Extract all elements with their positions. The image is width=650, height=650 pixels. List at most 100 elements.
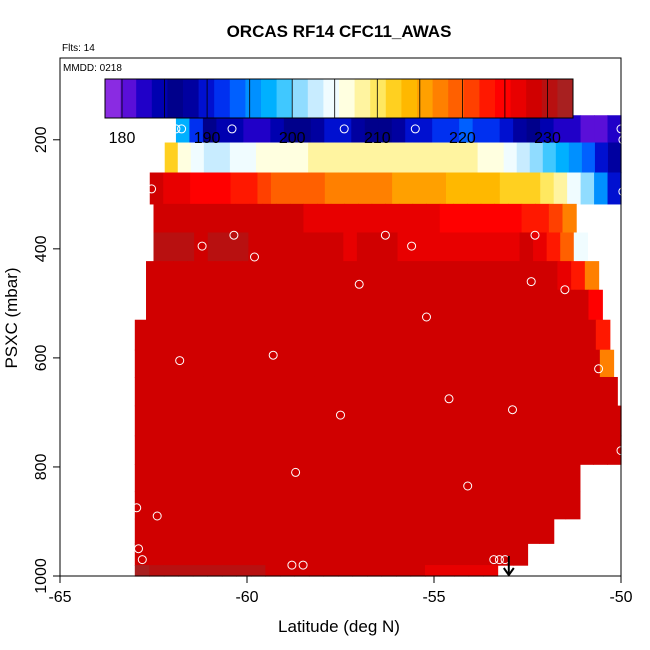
heatmap-cell [245,435,261,465]
heatmap-cell [396,565,412,577]
heatmap-cell [316,232,331,262]
x-tick-label: -65 [48,589,71,606]
heatmap-cell [275,543,290,566]
colorbar-segment [261,79,278,118]
heatmap-cell [269,142,283,174]
heatmap-cell [603,376,618,407]
heatmap-cell [477,289,493,321]
heatmap-cell [274,319,290,351]
heatmap-cell [524,518,540,544]
heatmap-cell [220,464,236,493]
heatmap-cell [270,289,285,321]
heatmap-cell [350,464,366,493]
heatmap-cell [407,464,423,493]
heatmap-cell [426,405,442,437]
heatmap-cell [495,435,511,465]
heatmap-cell [555,142,570,174]
heatmap-cell [189,349,204,378]
heatmap-cell [426,435,442,465]
heatmap-cell [477,142,492,174]
sample-point [287,560,297,570]
heatmap-cell [405,115,420,144]
heatmap-cell [386,319,401,351]
heatmap-cell [218,543,234,566]
heatmap-cell [519,289,534,321]
heatmap-cell [459,115,474,144]
heatmap-cell [397,232,412,262]
colorbar-frame [104,78,574,119]
heatmap-cell [468,565,484,577]
heatmap-cell [456,319,471,351]
colorbar-segment [526,79,543,118]
heatmap-cell [507,203,523,234]
heatmap-cell [485,543,501,566]
heatmap-cell [364,491,380,520]
heatmap-cell [453,203,468,234]
heatmap-cell [359,543,374,566]
heatmap-cell [534,376,549,407]
heatmap-cell [204,543,220,566]
heatmap-cell [216,115,231,144]
heatmap-cell [522,464,538,493]
heatmap-cell [321,142,335,174]
heatmap-cell [553,172,568,205]
heatmap-cell [396,376,412,407]
heatmap-cell [365,261,380,291]
heatmap-cell [287,405,303,437]
heatmap-cell [505,289,520,321]
heatmap-cell [479,376,494,407]
heatmap-cell [480,203,495,234]
sample-point [336,410,345,420]
colorbar-segment [167,79,184,118]
heatmap-cell [278,464,294,493]
heatmap-cell [525,319,541,351]
colorbar-segment [495,79,512,118]
heatmap-cell [421,491,437,520]
heatmap-cell [287,435,303,465]
heatmap-cell [286,376,301,407]
heatmap-cell [379,261,394,291]
heatmap-cell [412,405,428,437]
heatmap-cell [218,435,233,465]
heatmap-cell [246,319,262,351]
heatmap-cell [421,464,437,493]
heatmap-cell [203,349,218,378]
heatmap-cell [498,319,513,351]
sample-point [489,555,499,565]
heatmap-cell [203,172,218,205]
sample-point [444,394,454,404]
heatmap-cell [440,405,455,437]
heatmap-cell [273,405,289,437]
sample-point [137,555,147,565]
heatmap-cell [207,232,222,262]
heatmap-cell [439,203,455,234]
heatmap-cell [316,319,331,351]
heatmap-cell [352,565,368,577]
heatmap-cell [398,435,414,465]
heatmap-cell [321,464,337,493]
heatmap-cell [521,203,536,234]
colorbar-segment [370,79,387,118]
heatmap-cell [540,115,555,144]
sample-point [494,555,504,565]
heatmap-cell [257,349,273,378]
heatmap-cell [343,435,358,465]
y-axis: 200 400 600 800 1000 [33,126,60,594]
heatmap-cell [523,405,539,437]
heatmap-cell [134,349,150,378]
heatmap-cell [218,319,234,351]
heatmap-cell [384,405,400,437]
heatmap-cell [411,232,426,262]
heatmap-cell [302,319,318,351]
heatmap-cell [406,261,421,291]
heatmap-cell [435,349,450,378]
heatmap-cell [565,405,580,437]
heatmap-cell [410,376,425,407]
heatmap-cell [270,172,285,205]
heatmap-cell [303,203,318,234]
heatmap-cell [560,289,576,321]
heatmap-cell [337,565,354,577]
heatmap-cell [467,203,482,234]
sample-point [560,285,570,295]
heatmap-cell [331,543,346,566]
